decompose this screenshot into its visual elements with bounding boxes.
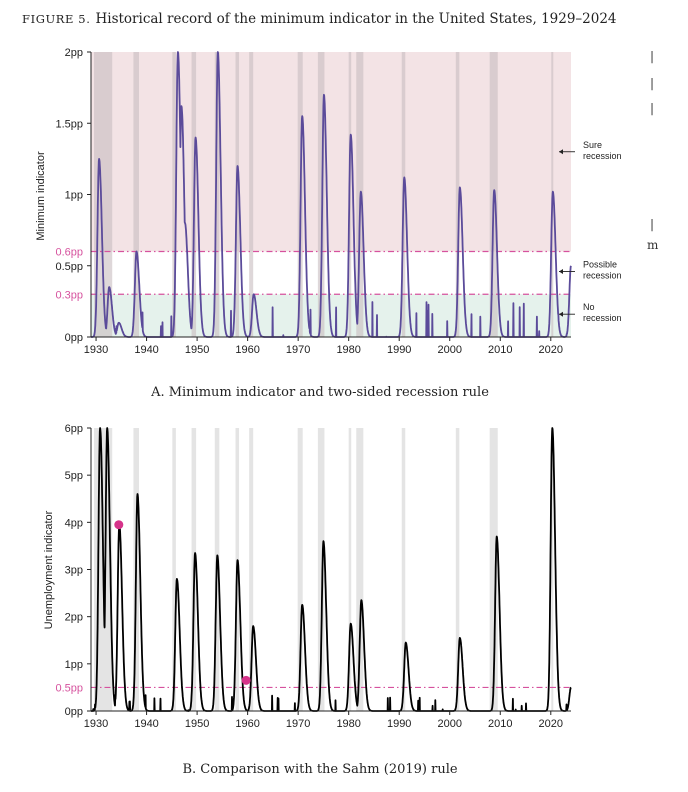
recession-band [317, 428, 325, 711]
recession-band [249, 52, 254, 337]
margin-mark: | [650, 76, 654, 90]
x-tick-label: 1980 [336, 344, 360, 356]
y-tick-label: 0pp [65, 706, 83, 718]
y-tick-label: 1pp [65, 659, 83, 671]
axes-layer: 0pp 1pp 2pp 3pp 4pp 5pp 6pp 1930 1940 1950 1960 197… [65, 423, 571, 730]
recession-band-layer [94, 428, 554, 711]
panel-b-ylabel: Unemployment indicator [43, 510, 55, 629]
annotation-text: recession [583, 313, 622, 323]
annotation-arrowhead [559, 149, 563, 155]
threshold-label: 0.5pp [55, 682, 83, 694]
margin-text: | | | | m [647, 49, 659, 252]
x-tick-label: 2000 [437, 344, 461, 356]
y-tick-label: 3pp [65, 565, 83, 577]
x-tick-label: 1960 [235, 344, 259, 356]
recession-band [172, 52, 176, 337]
annotation-arrowhead [559, 268, 563, 274]
x-tick-label: 1950 [185, 344, 209, 356]
x-tick-label: 2020 [539, 344, 563, 356]
x-tick-label: 1980 [336, 718, 360, 730]
annotation-text: No [583, 302, 595, 312]
margin-mark: | [650, 217, 654, 231]
sahm-marker [241, 675, 251, 685]
y-tick-label: 2pp [65, 47, 83, 59]
panel-b-chart: 0.5pp 0pp 1pp 2pp 3pp 4pp 5pp 6pp 1930 1940 1950 1… [43, 423, 572, 777]
x-tick-label: 2010 [488, 718, 512, 730]
annotation-arrowhead [559, 311, 563, 317]
x-tick-label: 1940 [134, 718, 158, 730]
y-tick-label: 0pp [65, 332, 83, 344]
sahm-marker [114, 520, 124, 530]
y-tick-label: 2pp [65, 612, 83, 624]
recession-band [455, 428, 460, 711]
series-layer [90, 427, 572, 712]
annotation-layer: SurerecessionPossiblerecessionNorecessio… [559, 140, 622, 323]
panel-b-caption: B. Comparison with the Sahm (2019) rule [182, 762, 457, 777]
margin-mark: m [647, 238, 659, 252]
panel-a-ylabel: Minimum indicator [35, 151, 47, 241]
recession-band [551, 428, 554, 711]
x-tick-label: 1940 [134, 344, 158, 356]
annotation-text: Possible [583, 259, 617, 269]
recession-band [455, 52, 460, 337]
recession-band [317, 52, 325, 337]
recession-band [401, 428, 406, 711]
x-tick-label: 1930 [84, 344, 108, 356]
x-tick-label: 1960 [235, 718, 259, 730]
figure-title-line: FIGURE 5. Historical record of the minimu… [22, 11, 617, 27]
x-tick-label: 2010 [488, 344, 512, 356]
threshold-layer: 0.6pp 0.3pp [55, 247, 571, 301]
margin-mark: | [650, 101, 654, 115]
threshold-label: 0.3pp [55, 289, 83, 301]
y-tick-label: 4pp [65, 517, 83, 529]
x-tick-label: 1950 [185, 718, 209, 730]
zone-band [91, 52, 571, 252]
annotation-text: recession [583, 151, 622, 161]
x-tick-label: 1990 [387, 344, 411, 356]
panel-a-caption: A. Minimum indicator and two-sided reces… [150, 385, 489, 400]
recession-band [214, 52, 220, 337]
annotation-text: Sure [583, 140, 602, 150]
annotation-text: recession [583, 270, 622, 280]
x-tick-label: 2000 [437, 718, 461, 730]
series-line [90, 427, 572, 712]
y-tick-label: 0.5pp [55, 261, 83, 273]
recession-band [133, 52, 139, 337]
x-tick-label: 1970 [286, 344, 310, 356]
recession-band [249, 428, 254, 711]
axes-layer: 0pp 0.5pp 1pp 1.5pp 2pp 1930 1940 1950 1960 1970 1… [55, 47, 571, 356]
threshold-layer: 0.5pp [55, 682, 571, 694]
x-tick-label: 1930 [84, 718, 108, 730]
x-tick-label: 1990 [387, 718, 411, 730]
recession-band [348, 428, 352, 711]
y-tick-label: 1.5pp [55, 118, 83, 130]
recession-band [297, 428, 303, 711]
margin-mark: | [650, 49, 654, 63]
y-tick-label: 6pp [65, 423, 83, 435]
panel-a-chart: 0.6pp 0.3pp 0pp 0.5pp 1pp 1.5pp 2pp 1930 1940 19… [35, 47, 622, 400]
recession-band [356, 428, 364, 711]
recession-band [172, 428, 176, 711]
figure-title: Historical record of the minimum indicat… [95, 11, 616, 27]
recession-band [94, 52, 113, 337]
figure-label: FIGURE 5. [22, 12, 90, 26]
recession-band [489, 428, 498, 711]
marker-layer [114, 520, 251, 685]
y-tick-label: 5pp [65, 470, 83, 482]
x-tick-label: 2020 [539, 718, 563, 730]
threshold-label: 0.6pp [55, 247, 83, 259]
y-tick-label: 1pp [65, 190, 83, 202]
x-tick-label: 1970 [286, 718, 310, 730]
